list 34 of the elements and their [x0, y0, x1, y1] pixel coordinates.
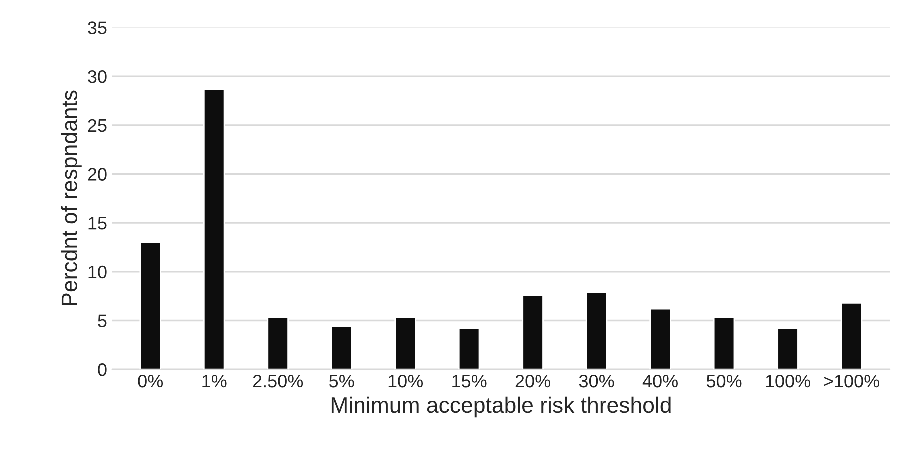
y-tick-label: 20	[88, 168, 107, 181]
bar	[522, 294, 544, 370]
y-tick-label: 15	[88, 217, 107, 230]
x-axis-title: Minimum acceptable risk threshold	[332, 396, 671, 418]
x-tick-label: 30%	[579, 374, 614, 388]
x-tick-label: >100%	[824, 374, 880, 388]
bar	[840, 302, 863, 370]
x-tick-label: 15%	[452, 375, 487, 388]
x-tick-label: 100%	[766, 374, 810, 388]
bar	[394, 317, 416, 370]
x-tick-label: 20%	[516, 374, 550, 388]
x-tick-label: 40%	[642, 374, 678, 388]
bar	[586, 292, 608, 370]
bar	[203, 88, 226, 370]
bar	[140, 242, 162, 370]
y-tick-label: 35	[88, 22, 107, 34]
bar	[267, 317, 289, 370]
bar	[330, 326, 353, 370]
y-tick-label: 0	[98, 364, 107, 376]
y-tick-label: 25	[88, 119, 107, 132]
x-tick-label: 5%	[330, 375, 354, 388]
bar	[713, 317, 736, 370]
y-tick-label: 30	[88, 70, 107, 84]
x-tick-label: 0%	[138, 374, 164, 388]
x-tick-label: 1%	[202, 375, 227, 388]
y-tick-label: 10	[88, 266, 107, 279]
x-tick-label: 50%	[706, 374, 742, 388]
bar	[650, 308, 672, 370]
bar	[458, 328, 480, 370]
x-tick-label: 2.50%	[253, 374, 304, 388]
x-tick-label: 10%	[388, 374, 424, 388]
bar	[777, 328, 799, 370]
y-axis-title: Percdnt of respndants	[61, 90, 82, 306]
y-tick-label: 5	[98, 314, 107, 328]
